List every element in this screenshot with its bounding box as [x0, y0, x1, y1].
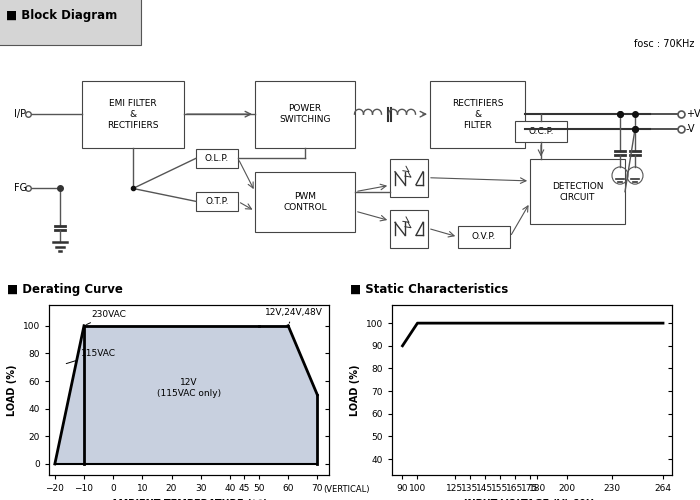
- Bar: [390, 210, 428, 248]
- Text: O.C.P.: O.C.P.: [528, 127, 554, 136]
- Bar: [196, 192, 238, 211]
- Text: -V: -V: [686, 124, 696, 134]
- Bar: [430, 81, 525, 148]
- Bar: [255, 81, 355, 148]
- Text: EMI FILTER
&
RECTIFIERS: EMI FILTER & RECTIFIERS: [107, 98, 159, 130]
- Bar: [458, 226, 510, 248]
- Text: (VERTICAL): (VERTICAL): [323, 484, 370, 494]
- Text: fosc : 70KHz: fosc : 70KHz: [634, 39, 694, 49]
- Text: FG: FG: [14, 184, 27, 194]
- Text: 12V
(115VAC only): 12V (115VAC only): [157, 378, 221, 398]
- X-axis label: AMBIENT TEMPERATURE (℃): AMBIENT TEMPERATURE (℃): [111, 498, 267, 500]
- Bar: [82, 81, 184, 148]
- Text: ■ Static Characteristics: ■ Static Characteristics: [350, 282, 508, 296]
- Text: 12V,24V,48V: 12V,24V,48V: [265, 308, 323, 323]
- Bar: [196, 148, 238, 168]
- X-axis label: INPUT VOLTAGE (V) 60Hz: INPUT VOLTAGE (V) 60Hz: [464, 498, 600, 500]
- Bar: [530, 160, 625, 224]
- Text: POWER
SWITCHING: POWER SWITCHING: [279, 104, 330, 124]
- Text: ■ Derating Curve: ■ Derating Curve: [7, 282, 123, 296]
- Bar: [515, 120, 567, 142]
- Polygon shape: [55, 326, 317, 464]
- Text: +V: +V: [686, 109, 700, 119]
- Bar: [255, 172, 355, 232]
- Text: O.L.P.: O.L.P.: [205, 154, 229, 163]
- Text: 115VAC: 115VAC: [66, 349, 116, 364]
- Text: O.T.P.: O.T.P.: [205, 197, 229, 206]
- Text: PWM
CONTROL: PWM CONTROL: [284, 192, 327, 212]
- Y-axis label: LOAD (%): LOAD (%): [350, 364, 360, 416]
- Text: 230VAC: 230VAC: [87, 310, 126, 324]
- Bar: [390, 160, 428, 197]
- Text: RECTIFIERS
&
FILTER: RECTIFIERS & FILTER: [452, 98, 503, 130]
- Text: O.V.P.: O.V.P.: [472, 232, 496, 241]
- Text: I/P: I/P: [14, 109, 26, 119]
- Text: DETECTION
CIRCUIT: DETECTION CIRCUIT: [552, 182, 603, 202]
- Text: ■ Block Diagram: ■ Block Diagram: [6, 8, 118, 22]
- Y-axis label: LOAD (%): LOAD (%): [7, 364, 18, 416]
